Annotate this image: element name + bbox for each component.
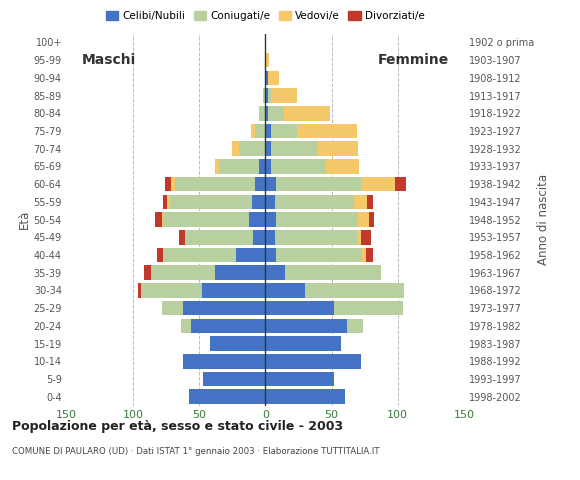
Bar bbox=[266, 301, 334, 315]
Bar bbox=[157, 248, 164, 262]
Bar bbox=[253, 230, 266, 245]
Bar bbox=[255, 124, 266, 138]
Bar bbox=[318, 142, 358, 156]
Bar bbox=[271, 159, 327, 174]
Bar bbox=[347, 319, 363, 333]
Bar bbox=[366, 248, 372, 262]
Bar bbox=[362, 248, 366, 262]
Bar bbox=[162, 212, 164, 227]
Text: COMUNE DI PAULARO (UD) · Dati ISTAT 1° gennaio 2003 · Elaborazione TUTTITALIA.IT: COMUNE DI PAULARO (UD) · Dati ISTAT 1° g… bbox=[12, 447, 379, 456]
Bar bbox=[259, 159, 266, 174]
Bar bbox=[285, 265, 380, 280]
Bar bbox=[266, 319, 347, 333]
Bar bbox=[276, 212, 358, 227]
Bar bbox=[215, 159, 219, 174]
Bar bbox=[188, 389, 266, 404]
Bar bbox=[354, 194, 367, 209]
Y-axis label: Età: Età bbox=[17, 210, 31, 229]
Bar bbox=[191, 319, 266, 333]
Bar bbox=[168, 194, 170, 209]
Bar bbox=[284, 106, 330, 120]
Bar bbox=[183, 354, 266, 369]
Bar bbox=[162, 301, 183, 315]
Bar bbox=[138, 283, 141, 298]
Bar bbox=[266, 159, 271, 174]
Bar bbox=[334, 301, 403, 315]
Bar bbox=[239, 142, 266, 156]
Bar bbox=[266, 354, 361, 369]
Bar bbox=[249, 212, 266, 227]
Bar bbox=[357, 230, 361, 245]
Bar bbox=[271, 142, 318, 156]
Bar bbox=[305, 283, 404, 298]
Legend: Celibi/Nubili, Coniugati/e, Vedovi/e, Divorziati/e: Celibi/Nubili, Coniugati/e, Vedovi/e, Di… bbox=[102, 7, 429, 25]
Bar bbox=[170, 194, 252, 209]
Bar bbox=[266, 53, 269, 67]
Bar bbox=[164, 248, 236, 262]
Bar bbox=[276, 177, 362, 192]
Bar bbox=[358, 212, 369, 227]
Bar bbox=[266, 124, 271, 138]
Bar bbox=[266, 88, 268, 103]
Bar bbox=[184, 230, 253, 245]
Bar bbox=[297, 124, 357, 138]
Bar bbox=[263, 88, 266, 103]
Bar bbox=[266, 265, 285, 280]
Bar bbox=[155, 212, 162, 227]
Bar bbox=[210, 336, 266, 351]
Bar bbox=[183, 301, 266, 315]
Bar bbox=[252, 194, 266, 209]
Bar bbox=[215, 265, 266, 280]
Bar bbox=[141, 283, 202, 298]
Text: Femmine: Femmine bbox=[378, 53, 450, 67]
Bar bbox=[271, 124, 297, 138]
Bar bbox=[266, 142, 271, 156]
Bar bbox=[266, 283, 305, 298]
Bar bbox=[367, 194, 372, 209]
Bar bbox=[362, 177, 395, 192]
Bar bbox=[395, 177, 406, 192]
Bar bbox=[266, 212, 276, 227]
Bar bbox=[361, 230, 371, 245]
Bar bbox=[266, 230, 274, 245]
Bar bbox=[276, 248, 362, 262]
Bar bbox=[251, 124, 255, 138]
Bar bbox=[180, 319, 191, 333]
Bar bbox=[271, 88, 297, 103]
Bar bbox=[232, 142, 239, 156]
Bar bbox=[219, 159, 259, 174]
Bar bbox=[266, 106, 268, 120]
Bar bbox=[164, 212, 249, 227]
Bar bbox=[151, 265, 215, 280]
Bar bbox=[266, 71, 268, 85]
Bar bbox=[255, 177, 266, 192]
Bar bbox=[266, 389, 345, 404]
Bar bbox=[266, 177, 276, 192]
Bar bbox=[179, 230, 184, 245]
Bar bbox=[236, 248, 266, 262]
Bar bbox=[266, 336, 341, 351]
Bar bbox=[164, 194, 168, 209]
Bar bbox=[259, 106, 266, 120]
Bar bbox=[165, 177, 171, 192]
Bar bbox=[266, 194, 274, 209]
Text: Maschi: Maschi bbox=[82, 53, 136, 67]
Bar bbox=[369, 212, 374, 227]
Bar bbox=[175, 177, 255, 192]
Bar bbox=[143, 265, 151, 280]
Bar bbox=[203, 372, 266, 386]
Bar bbox=[171, 177, 175, 192]
Bar bbox=[268, 88, 271, 103]
Bar bbox=[202, 283, 266, 298]
Y-axis label: Anno di nascita: Anno di nascita bbox=[537, 174, 550, 265]
Bar bbox=[268, 71, 278, 85]
Bar bbox=[327, 159, 360, 174]
Bar bbox=[268, 106, 284, 120]
Bar bbox=[274, 194, 354, 209]
Bar bbox=[266, 372, 334, 386]
Bar bbox=[266, 248, 276, 262]
Bar bbox=[274, 230, 357, 245]
Text: Popolazione per età, sesso e stato civile - 2003: Popolazione per età, sesso e stato civil… bbox=[12, 420, 343, 433]
